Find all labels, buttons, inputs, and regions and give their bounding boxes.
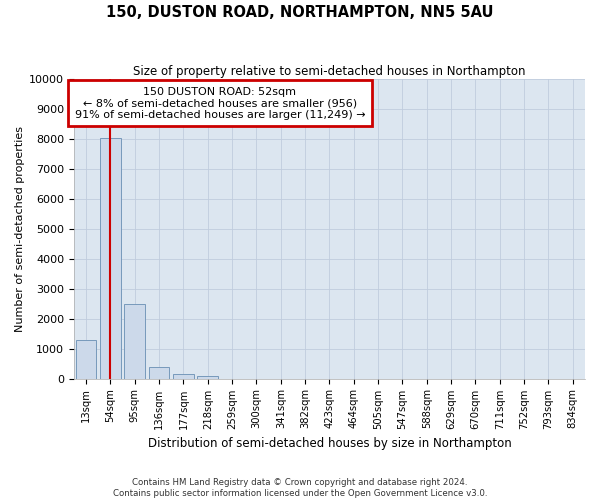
Bar: [124, 304, 145, 378]
Title: Size of property relative to semi-detached houses in Northampton: Size of property relative to semi-detach…: [133, 65, 526, 78]
Bar: [173, 374, 194, 378]
X-axis label: Distribution of semi-detached houses by size in Northampton: Distribution of semi-detached houses by …: [148, 437, 511, 450]
Y-axis label: Number of semi-detached properties: Number of semi-detached properties: [15, 126, 25, 332]
Bar: [149, 366, 169, 378]
Text: 150 DUSTON ROAD: 52sqm
← 8% of semi-detached houses are smaller (956)
91% of sem: 150 DUSTON ROAD: 52sqm ← 8% of semi-deta…: [74, 86, 365, 120]
Bar: [76, 340, 97, 378]
Text: 150, DUSTON ROAD, NORTHAMPTON, NN5 5AU: 150, DUSTON ROAD, NORTHAMPTON, NN5 5AU: [106, 5, 494, 20]
Text: Contains HM Land Registry data © Crown copyright and database right 2024.
Contai: Contains HM Land Registry data © Crown c…: [113, 478, 487, 498]
Bar: [197, 376, 218, 378]
Bar: [100, 138, 121, 378]
